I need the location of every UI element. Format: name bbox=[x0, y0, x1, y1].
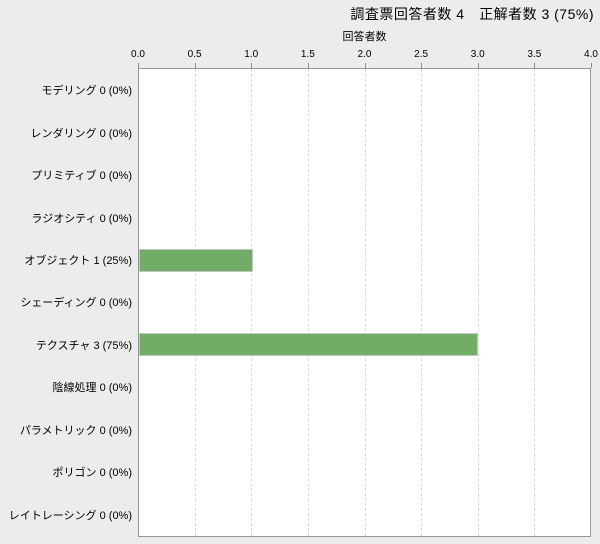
x-tick-mark bbox=[307, 63, 309, 68]
bar bbox=[139, 333, 478, 357]
bar bbox=[139, 248, 253, 272]
chart-title: 調査票回答者数 4 正解者数 3 (75%) bbox=[350, 6, 594, 22]
x-axis-title: 回答者数 bbox=[342, 31, 387, 43]
x-tick-mark bbox=[421, 63, 423, 68]
x-tick-label: 3.0 bbox=[470, 49, 485, 60]
x-tick-label: 3.5 bbox=[527, 49, 542, 60]
gridline bbox=[364, 69, 366, 536]
category-label: テクスチャ 3 (75%) bbox=[35, 339, 132, 352]
x-tick-label: 4.0 bbox=[584, 49, 598, 60]
gridline bbox=[534, 69, 536, 536]
category-label: オブジェクト 1 (25%) bbox=[24, 255, 132, 268]
gridline bbox=[307, 69, 309, 536]
gridline bbox=[421, 69, 423, 536]
x-tick-mark bbox=[364, 63, 366, 68]
x-tick-label: 1.5 bbox=[300, 49, 315, 60]
x-tick-mark bbox=[194, 63, 196, 68]
category-label: モデリング 0 (0%) bbox=[41, 85, 132, 98]
category-label: ラジオシティ 0 (0%) bbox=[31, 212, 132, 225]
category-label: レンダリング 0 (0%) bbox=[30, 127, 132, 140]
x-tick-label: 2.5 bbox=[414, 49, 429, 60]
x-tick-mark bbox=[534, 63, 536, 68]
plot-area bbox=[138, 68, 591, 537]
x-tick-label: 0.0 bbox=[131, 49, 145, 60]
category-label: パラメトリック 0 (0%) bbox=[19, 424, 132, 437]
x-tick-label: 2.0 bbox=[357, 49, 372, 60]
gridline bbox=[194, 69, 196, 536]
x-tick-mark bbox=[251, 63, 253, 68]
x-tick-mark bbox=[591, 63, 592, 68]
category-label: ポリゴン 0 (0%) bbox=[52, 467, 132, 480]
category-label: 陰線処理 0 (0%) bbox=[52, 382, 132, 395]
category-label: プリミティブ 0 (0%) bbox=[31, 170, 132, 183]
gridline bbox=[477, 69, 479, 536]
category-label: シェーディング 0 (0%) bbox=[20, 297, 132, 310]
x-tick-label: 0.5 bbox=[187, 49, 202, 60]
x-tick-mark bbox=[477, 63, 479, 68]
x-tick-label: 1.0 bbox=[244, 49, 259, 60]
x-tick-mark bbox=[138, 63, 139, 68]
gridline bbox=[251, 69, 253, 536]
category-label: レイトレーシング 0 (0%) bbox=[8, 509, 132, 522]
